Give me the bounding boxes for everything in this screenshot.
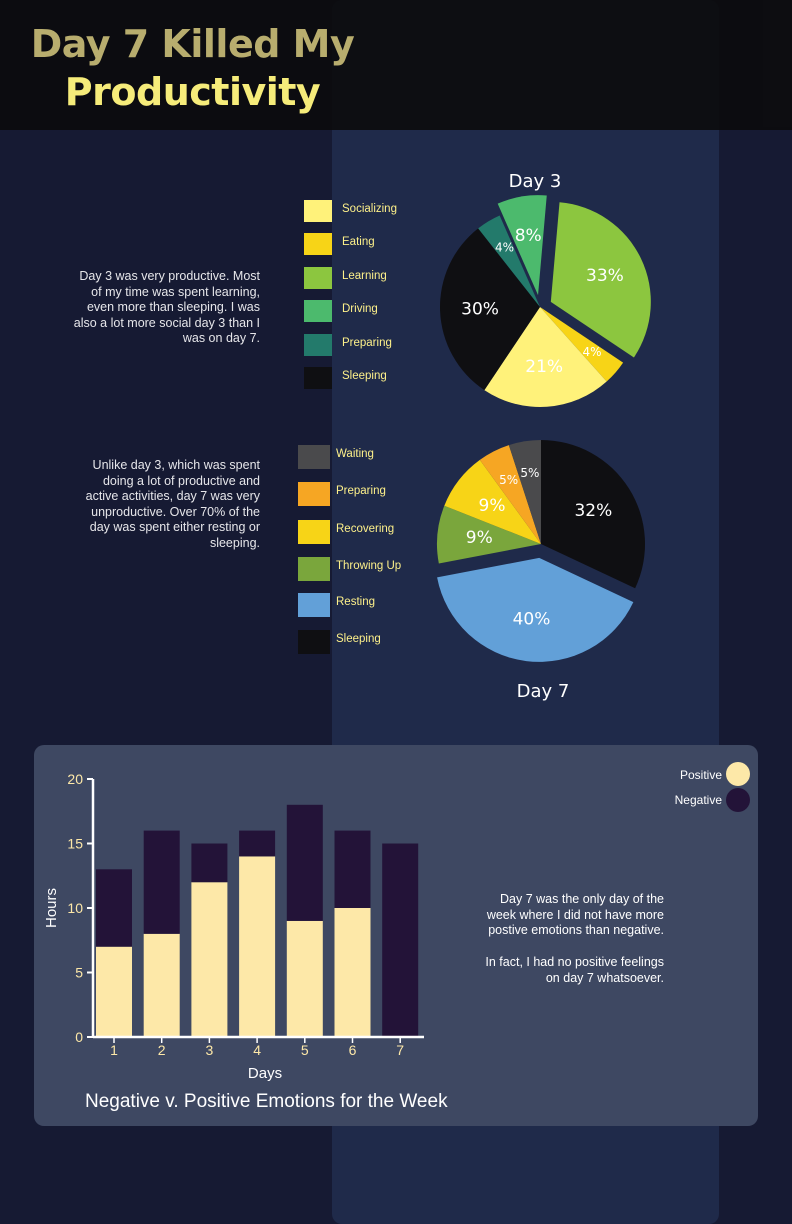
y-tick-label: 15: [67, 836, 83, 852]
day3-description: Day 3 was very productive. Most of my ti…: [73, 269, 260, 345]
day7-pie-chart: 32% 40% 9% 9% 5% 5%: [437, 440, 645, 662]
x-tick-label: 6: [349, 1042, 357, 1058]
x-tick-label: 4: [253, 1042, 261, 1058]
page-title-line1: Day 7 Killed My: [30, 22, 355, 66]
day7-slice-label-preparing: 5%: [499, 473, 518, 487]
day7-legend-swatch: [298, 593, 330, 617]
day3-legend-label: Learning: [342, 270, 387, 282]
day7-slice-recovering: [444, 459, 541, 544]
day7-legend-label: Resting: [336, 596, 375, 608]
day7-slice-label-sleeping: 32%: [574, 501, 612, 521]
day3-legend-swatch: [304, 267, 332, 289]
x-tick-label: 1: [110, 1042, 118, 1058]
day3-slice-label-sleeping: 30%: [461, 299, 499, 319]
day7-description: Unlike day 3, which was spent doing a lo…: [85, 458, 260, 550]
bar-negative-day-4: [239, 830, 276, 857]
y-tick-label: 0: [75, 1029, 83, 1045]
day7-slice-throwing-up: [437, 505, 541, 564]
day7-slice-label-recovering: 9%: [479, 496, 506, 516]
bar-chart-title: Negative v. Positive Emotions for the We…: [85, 1091, 448, 1112]
emotions-caption-2: In fact, I had no positive feelings on d…: [485, 955, 664, 985]
y-tick-label: 20: [67, 771, 83, 787]
y-axis-title: Hours: [43, 888, 60, 928]
day7-legend-swatch: [298, 445, 330, 469]
day7-pie-title: Day 7: [516, 681, 570, 702]
x-tick-label: 3: [206, 1042, 214, 1058]
day7-legend-label: Recovering: [336, 523, 395, 535]
day3-slice-preparing: [478, 215, 540, 307]
bar-negative-day-2: [143, 830, 180, 934]
bar-negative-day-5: [286, 804, 323, 921]
bar-positive-day-1: [96, 946, 132, 1037]
day3-slice-label-driving: 8%: [515, 226, 542, 246]
day7-slice-sleeping: [541, 440, 645, 589]
legend-negative-label: Negative: [674, 793, 722, 807]
legend-negative-swatch: [726, 788, 750, 812]
day7-legend-swatch: [298, 557, 330, 581]
day3-pie-chart: 33%4%21%30%4%8%: [440, 195, 651, 408]
bar-negative-day-7: [382, 843, 419, 1037]
x-tick-label: 5: [301, 1042, 309, 1058]
day3-legend-swatch: [304, 367, 332, 389]
day3-legend-label: Eating: [342, 236, 375, 248]
day3-legend-swatch: [304, 200, 332, 222]
x-axis-title: Days: [248, 1065, 282, 1082]
day7-legend-swatch: [298, 482, 330, 506]
bar-negative-day-1: [96, 869, 132, 947]
day3-slice-learning: [550, 202, 651, 358]
day3-slice-eating: [540, 307, 624, 382]
day3-slice-socializing: [484, 307, 607, 408]
emotions-caption-1: Day 7 was the only day of the week where…: [486, 892, 664, 937]
day3-slice-label-preparing: 4%: [495, 240, 514, 254]
day3-slice-driving: [497, 195, 547, 296]
legend-positive-swatch: [726, 762, 750, 786]
day3-legend-swatch: [304, 233, 332, 255]
x-tick-label: 2: [158, 1042, 166, 1058]
bar-positive-day-6: [334, 908, 371, 1037]
day3-legend-label: Socializing: [342, 203, 397, 215]
y-tick-label: 10: [67, 900, 83, 916]
day3-pie-title: Day 3: [508, 171, 562, 192]
bar-negative-day-3: [191, 843, 228, 883]
day7-legend-label: Preparing: [336, 485, 386, 497]
day3-slice-label-eating: 4%: [583, 345, 602, 359]
day7-legend-label: Waiting: [336, 448, 374, 460]
bar-positive-day-5: [286, 920, 323, 1037]
bar-negative-day-6: [334, 830, 371, 908]
page-title-line2: Productivity: [64, 70, 321, 114]
header-bar: Day 7 Killed My Productivity: [0, 0, 792, 130]
day7-slice-resting: [437, 557, 634, 662]
day7-legend-label: Throwing Up: [336, 560, 402, 572]
day7-slice-waiting: [508, 440, 541, 544]
day3-slice-label-learning: 33%: [586, 266, 624, 286]
day7-slice-label-waiting: 5%: [520, 466, 539, 480]
day7-legend-swatch: [298, 520, 330, 544]
legend-positive-label: Positive: [679, 768, 722, 782]
bar-positive-day-3: [191, 882, 228, 1037]
day3-legend-label: Preparing: [342, 337, 392, 349]
day7-legend-swatch: [298, 630, 330, 654]
bar-positive-day-4: [239, 856, 276, 1037]
day7-slice-label-throwing-up: 9%: [466, 528, 493, 548]
day7-slice-preparing: [479, 445, 541, 544]
day7-legend-label: Sleeping: [336, 633, 381, 645]
day3-legend-label: Driving: [342, 303, 378, 315]
day3-legend-swatch: [304, 300, 332, 322]
day3-legend-swatch: [304, 334, 332, 356]
day3-slice-sleeping: [440, 228, 540, 391]
day7-slice-label-resting: 40%: [513, 609, 551, 629]
emotions-bar-chart: 1 2 3 4 5 6 7 0 5 10 15 20 Days Hours Negative v. Posi…: [43, 771, 448, 1112]
y-tick-label: 5: [75, 965, 83, 981]
bar-positive-day-2: [143, 933, 180, 1037]
day3-legend-label: Sleeping: [342, 370, 387, 382]
x-tick-label: 7: [396, 1042, 404, 1058]
emotions-chart-panel: 1 2 3 4 5 6 7 0 5 10 15 20 Days Hours Negative v. Posi…: [34, 745, 758, 1126]
day3-slice-label-socializing: 21%: [525, 357, 563, 377]
